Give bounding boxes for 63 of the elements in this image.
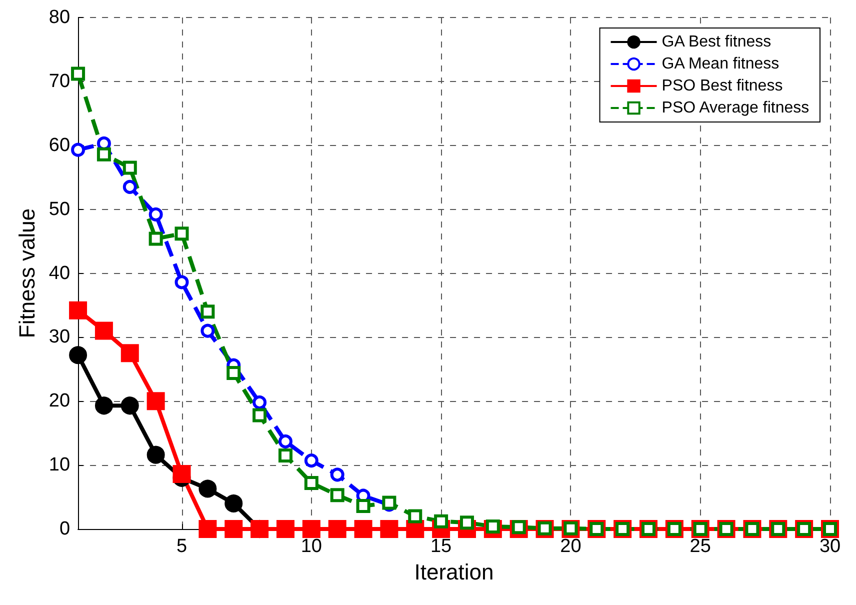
point [252,408,267,422]
point [302,520,320,538]
point [304,476,318,490]
point [200,304,215,319]
point [122,160,137,175]
point [278,434,292,448]
point [174,226,189,241]
point [94,322,113,340]
y-tick-label: 30 [48,326,70,348]
point [224,520,243,538]
y-tick-label: 70 [48,70,70,92]
point [354,520,372,538]
point [278,448,292,462]
point [200,324,215,338]
point [226,366,241,380]
y-tick-label: 80 [48,7,70,28]
x-tick-label: 15 [430,536,452,557]
point [96,147,111,162]
point [252,395,267,410]
point [224,494,243,512]
point [330,468,344,482]
point [122,180,137,194]
y-axis-title: Fitness value [14,208,40,338]
point [328,520,346,538]
y-tick-label: 40 [48,262,70,284]
point [148,207,163,222]
point [380,520,398,538]
y-tick-label: 0 [59,518,70,540]
point [172,465,191,484]
legend-label: GA Best fitness [662,34,772,50]
point [434,514,448,528]
y-tick-label: 50 [48,198,70,220]
point [146,392,165,410]
legend-label: PSO Best fitness [662,78,783,94]
point [174,275,189,290]
point [198,480,217,498]
point [276,520,294,538]
point [356,498,370,513]
point [406,520,424,538]
y-tick-label: 20 [48,390,70,412]
legend-label: PSO Average fitness [662,100,810,116]
y-tick-label: 10 [48,454,70,476]
x-tick-label: 5 [176,536,188,557]
legend-label: GA Mean fitness [662,56,780,72]
point [148,232,163,246]
point [69,301,88,320]
point [198,520,217,538]
x-axis-title: Iteration [414,560,494,584]
x-tick-label: 10 [300,536,322,557]
x-tick-label: 30 [819,536,841,557]
point [120,344,139,362]
point [408,509,422,524]
point [330,488,344,502]
point [94,396,113,415]
point [69,346,88,364]
x-tick-label: 25 [690,536,711,557]
point [71,66,86,81]
x-tick-label: 20 [560,536,582,557]
y-tick-label: 60 [48,134,70,156]
point [146,446,165,464]
point [120,396,139,415]
point [71,142,86,157]
point [304,454,318,468]
